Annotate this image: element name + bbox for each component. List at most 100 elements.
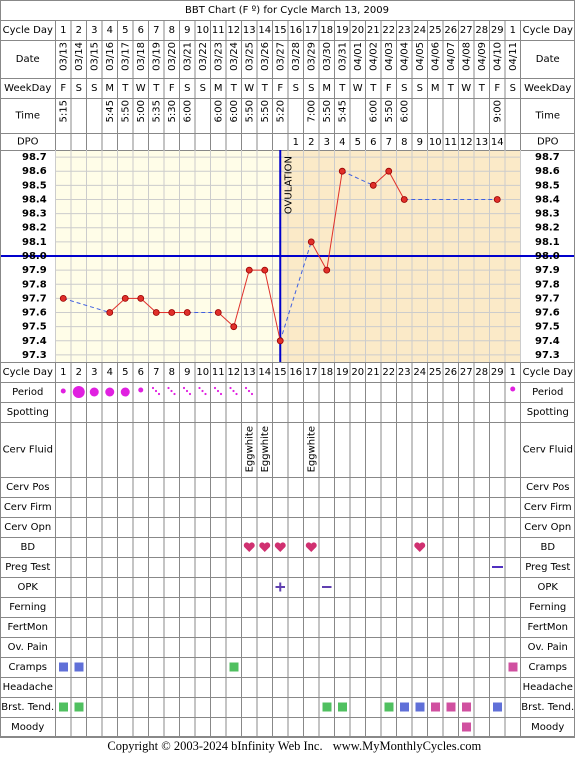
- cycle-day: 20: [351, 25, 364, 36]
- row-label: DPO: [537, 137, 559, 148]
- cycle-day: 16: [289, 25, 302, 36]
- weekday: W: [136, 83, 146, 94]
- cycle-day: 1: [510, 367, 516, 378]
- row-label: Date: [536, 54, 560, 65]
- time: 7:00: [306, 100, 317, 122]
- cycle-day: 27: [460, 25, 473, 36]
- weekday: T: [121, 83, 129, 94]
- y-tick-label: 97.9: [535, 265, 560, 276]
- date: 03/27: [275, 42, 286, 71]
- row-label: Cerv Opn: [524, 522, 571, 533]
- temp-point: [168, 309, 176, 316]
- row-label: Cycle Day: [3, 367, 53, 378]
- weekday: S: [200, 83, 206, 94]
- time: 5:45: [337, 100, 348, 122]
- temp-segment: [342, 170, 374, 186]
- temp-point: [106, 309, 114, 316]
- cramps-icon: [59, 662, 68, 672]
- row-label: Period: [12, 387, 43, 398]
- date: 03/15: [89, 42, 100, 71]
- time: 5:45: [105, 100, 116, 122]
- weekday: S: [308, 83, 314, 94]
- row-label: Cramps: [528, 662, 567, 673]
- y-tick-label: 97.4: [22, 336, 47, 347]
- weekday: T: [230, 83, 238, 94]
- y-tick-label: 98.0: [22, 251, 47, 262]
- cycle-day: 17: [305, 25, 318, 36]
- date: 03/30: [322, 42, 333, 71]
- y-tick-label: 98.5: [22, 180, 47, 191]
- date: 03/22: [198, 42, 209, 71]
- date: 04/06: [430, 42, 441, 71]
- bd-icons: [243, 542, 426, 552]
- row-label: Cerv Fluid: [3, 445, 53, 456]
- y-tick-label: 98.5: [535, 180, 560, 191]
- cerv-fluid: Eggwhite: [306, 426, 317, 472]
- cycle-day: 28: [475, 367, 488, 378]
- row-label: FertMon: [528, 622, 568, 633]
- cycle-day: 26: [444, 367, 457, 378]
- time: 6:00: [182, 100, 193, 122]
- cycle-day: 8: [169, 367, 175, 378]
- y-tick-label: 98.2: [535, 223, 560, 234]
- cycle-day: 24: [413, 367, 426, 378]
- temp-point: [400, 196, 408, 203]
- row-label: WeekDay: [4, 83, 51, 94]
- y-tick-label: 98.0: [535, 251, 560, 262]
- date: 04/09: [477, 42, 488, 71]
- cycle-day: 18: [320, 25, 333, 36]
- weekday: T: [261, 83, 269, 94]
- cycle-day: 1: [60, 25, 66, 36]
- cycle-day: 3: [91, 25, 97, 36]
- row-label: Spotting: [527, 407, 569, 418]
- period-icon: [60, 388, 66, 394]
- y-tick-label: 98.6: [535, 166, 560, 177]
- weekday: S: [91, 83, 97, 94]
- cycle-day: 17: [305, 367, 318, 378]
- row-label: Cerv Fluid: [523, 445, 573, 456]
- dpo: 14: [491, 137, 504, 148]
- period-icon: [105, 387, 115, 397]
- y-tick-label: 98.3: [22, 209, 47, 220]
- opk-icons: [275, 582, 332, 592]
- temp-point: [214, 309, 222, 316]
- row-label: Headache: [523, 682, 573, 693]
- time: 5:30: [167, 100, 178, 122]
- date: 04/02: [368, 42, 379, 71]
- cerv-fluid: Eggwhite: [260, 426, 271, 472]
- time: 5:15: [58, 100, 69, 122]
- row-label: Cerv Opn: [4, 522, 51, 533]
- date: 04/04: [399, 42, 410, 71]
- grid: [0, 20, 575, 738]
- temp-point: [230, 323, 238, 331]
- date: 03/16: [105, 42, 116, 71]
- temp-segment: [109, 298, 126, 313]
- cycle-day: 9: [184, 367, 190, 378]
- row-label: WeekDay: [524, 83, 571, 94]
- cycle-day: 25: [429, 25, 442, 36]
- period-icon: [120, 387, 130, 397]
- temp-point: [307, 238, 315, 246]
- weekday: W: [353, 83, 363, 94]
- time: 5:50: [260, 100, 271, 122]
- time: 5:50: [322, 100, 333, 122]
- cycle-day: 14: [258, 367, 271, 378]
- cycle-day: 7: [153, 25, 159, 36]
- weekday: T: [152, 83, 160, 94]
- weekday: M: [214, 83, 223, 94]
- y-tick-label: 98.2: [22, 223, 47, 234]
- dpo: 6: [370, 137, 376, 148]
- row-label: OPK: [538, 582, 559, 593]
- date: 03/29: [306, 42, 317, 71]
- row-label: Period: [532, 387, 563, 398]
- date: 04/11: [508, 42, 519, 71]
- row-label: Moody: [531, 722, 564, 733]
- cycle-day: 19: [336, 25, 349, 36]
- cycle-day: 12: [227, 25, 240, 36]
- dpo: 11: [444, 137, 457, 148]
- symptom-icons: [59, 386, 518, 732]
- date: 03/13: [58, 42, 69, 71]
- y-tick-label: 97.3: [22, 350, 47, 361]
- row-label: Spotting: [7, 407, 49, 418]
- time: 5:00: [136, 100, 147, 122]
